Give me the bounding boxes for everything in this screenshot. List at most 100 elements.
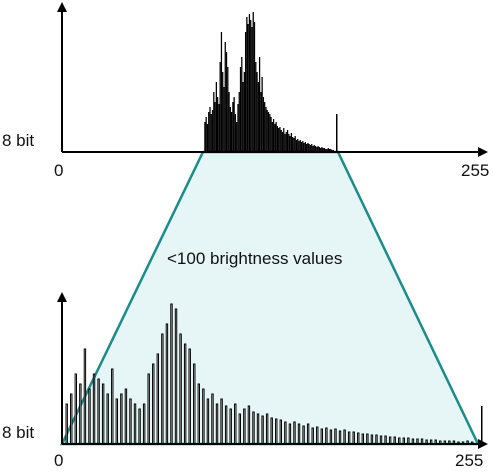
bottom-histogram-bar [156,353,160,445]
bottom-histogram-bar [92,373,96,445]
top-histogram-bar [230,112,233,152]
bottom-histogram-bars [65,303,483,445]
top-histogram-bar [309,145,312,152]
bottom-bit-depth-label: 8 bit [2,423,34,442]
top-histogram-bar [279,127,281,152]
top-histogram-bar [278,128,280,152]
top-histogram-bar [274,124,276,152]
top-histogram-bar [262,97,265,152]
bottom-histogram-bar [74,373,78,445]
bottom-histogram-bar [129,398,132,445]
top-histogram-bar [308,144,310,152]
bottom-histogram-bar [83,348,87,445]
top-histogram-bar [284,134,286,152]
top-histogram-bar [312,146,314,152]
top-histogram-bar [244,32,247,152]
top-histogram-bar [271,122,273,152]
bottom-histogram-bar [161,333,164,445]
top-histogram-bar [269,114,271,152]
top-histogram-bar [257,82,259,152]
bottom-histogram-bar [124,388,128,445]
bottom-histogram-bar [311,427,314,445]
bottom-histogram-bar [106,393,109,445]
top-histogram-bar [292,137,294,152]
top-histogram-bar [256,72,258,152]
bottom-histogram-bar [238,413,242,445]
top-histogram-bar [270,117,272,152]
top-histogram-bar [321,147,323,152]
mapping-trapezoid [60,150,480,446]
bottom-y-axis-arrow [57,292,67,302]
top-histogram-bar [204,122,206,152]
top-min-label: 0 [54,161,63,180]
top-histogram-bar [237,104,239,152]
top-histogram-bar [295,140,298,152]
top-histogram-bar [298,141,300,152]
top-histogram-bar [289,136,291,152]
top-histogram-bar [304,142,307,152]
bottom-histogram-bar [366,433,369,445]
bottom-histogram-bar [338,430,342,445]
bottom-histogram-bar [306,423,310,445]
top-max-label: 255 [461,161,489,180]
top-histogram-bar [281,132,284,152]
top-histogram-bar [238,92,240,152]
top-histogram-bar [261,77,263,152]
stretch-note-label: <100 brightness values [167,249,342,268]
bottom-histogram-bar [224,405,228,445]
bottom-histogram-bar [288,423,292,445]
bottom-histogram-bar [202,388,205,445]
bottom-histogram-bar [252,411,255,445]
top-histogram-bar [232,102,234,152]
bottom-histogram-bar [261,415,264,445]
bottom-histogram-bar [234,403,237,445]
top-histogram-bar [224,42,226,152]
top-histogram-bar [276,126,279,152]
bottom-histogram-bar [379,435,383,445]
top-axes [57,2,488,157]
bottom-histogram-bar [293,421,296,445]
bottom-histogram-bar [325,427,328,445]
top-histogram-bar [314,146,317,152]
bottom-histogram-bar [393,436,396,445]
top-histogram-bar [218,104,220,152]
top-histogram-bar [239,67,242,152]
top-histogram-bar [250,20,252,152]
top-histogram-bar [225,52,228,152]
top-histogram-bar [323,148,326,152]
bottom-histogram-bar [243,408,246,445]
bottom-histogram-bar [215,403,219,445]
bottom-histogram-bar [65,403,68,445]
top-histogram-bar [299,140,301,152]
bottom-histogram-bar [101,383,105,445]
top-histogram-bar [290,133,293,152]
top-histogram-bar [297,139,299,152]
top-histogram-bars [204,12,338,152]
top-histogram-bar [236,122,238,152]
top-histogram-bar [325,149,327,152]
top-histogram-bar [303,143,305,152]
bottom-histogram-bar [247,405,251,445]
top-histogram-bar [219,62,221,152]
bottom-axes [57,292,488,449]
top-histogram-bar [322,148,324,152]
bottom-histogram-bar [188,348,191,445]
bottom-histogram-bar [79,383,82,445]
bottom-histogram-bar [111,368,114,445]
bottom-histogram-bar [152,363,155,445]
top-histogram-bar [300,142,303,152]
bottom-histogram-bar [361,433,365,445]
top-histogram-bar [307,143,309,152]
top-histogram-bar [255,62,257,152]
top-histogram-bar [241,57,243,152]
top-histogram-bar [215,82,217,152]
bottom-histogram-bar [256,413,260,445]
top-histogram-bar [210,114,212,152]
bottom-histogram-bar [70,393,73,445]
bottom-histogram-bar [142,403,146,445]
top-histogram-bar [275,122,277,152]
top-histogram-bar [285,132,287,152]
bottom-histogram-bar [334,428,337,445]
top-histogram-bar [316,147,318,152]
bottom-histogram-bar [211,393,214,445]
